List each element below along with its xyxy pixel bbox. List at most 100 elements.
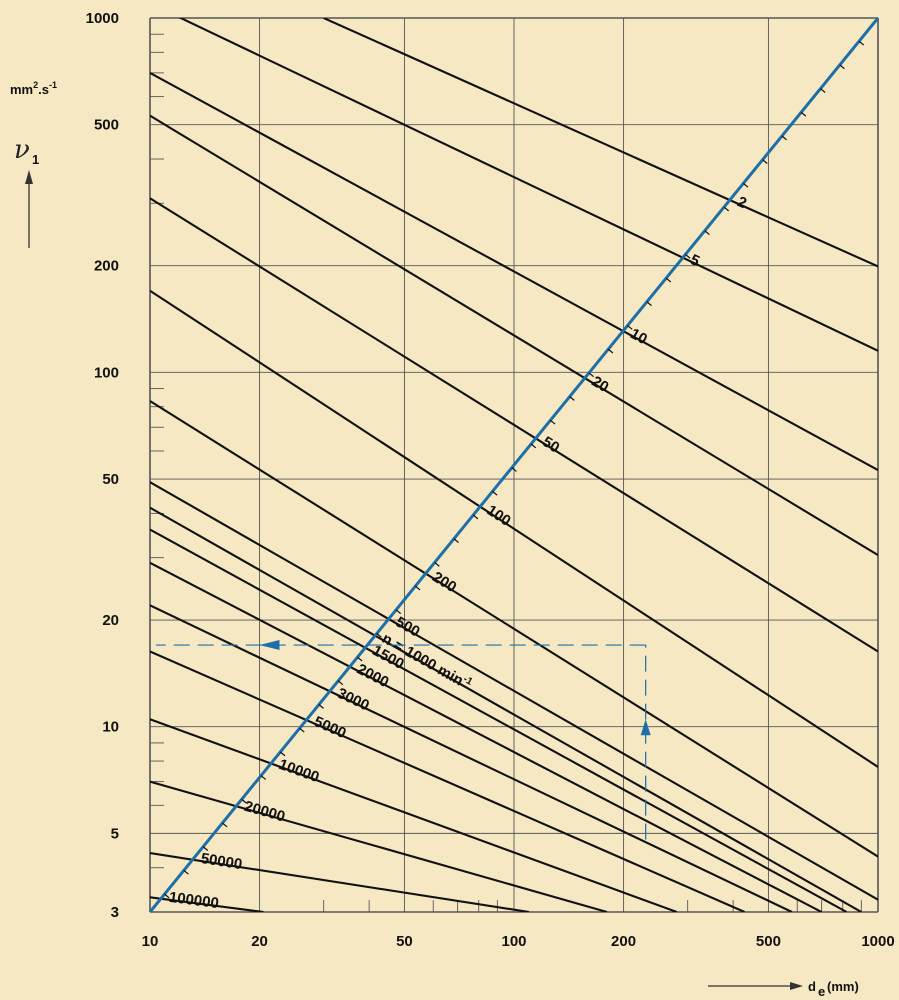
reference-tick bbox=[183, 869, 189, 875]
reference-tick bbox=[511, 467, 517, 472]
speed-line bbox=[150, 561, 823, 912]
x-axis-symbol: d bbox=[808, 979, 816, 994]
reference-tick bbox=[839, 64, 845, 70]
speed-line-label: 10000 bbox=[276, 756, 321, 786]
reference-tick bbox=[260, 775, 267, 780]
reference-tick bbox=[550, 419, 556, 425]
reference-tick bbox=[472, 514, 479, 520]
reference-tick bbox=[646, 301, 652, 307]
y-tick-label: 100 bbox=[94, 364, 119, 381]
y-axis-unit-sup: 2 bbox=[33, 80, 38, 90]
speed-line-label: 20000 bbox=[242, 798, 287, 826]
speed-line-label: 5 bbox=[687, 251, 702, 270]
example-up-arrow bbox=[640, 719, 651, 736]
y-axis-symbol: ν bbox=[14, 135, 30, 165]
reference-tick bbox=[665, 277, 672, 283]
reference-tick bbox=[627, 325, 633, 330]
reference-tick bbox=[800, 111, 807, 117]
speed-line bbox=[150, 852, 530, 912]
reference-tick bbox=[357, 656, 363, 662]
y-tick-label: 5 bbox=[111, 825, 119, 842]
x-axis-subscript: e bbox=[818, 984, 825, 999]
y-axis-unit-sup2: -1 bbox=[49, 80, 57, 90]
y-tick-label: 3 bbox=[111, 904, 119, 921]
speed-line bbox=[150, 604, 793, 912]
speed-line bbox=[150, 718, 678, 912]
reference-tick bbox=[241, 798, 247, 804]
reference-tick bbox=[588, 372, 595, 378]
y-tick-label: 500 bbox=[94, 117, 119, 134]
reference-tick bbox=[337, 680, 344, 686]
speed-line bbox=[150, 650, 746, 912]
reference-tick bbox=[569, 396, 575, 401]
reference-tick bbox=[395, 609, 402, 615]
x-tick-label: 200 bbox=[611, 933, 636, 950]
reference-tick bbox=[222, 822, 228, 828]
reference-tick bbox=[279, 751, 286, 757]
speed-line bbox=[323, 18, 878, 268]
reference-tick bbox=[164, 893, 170, 899]
reference-tick bbox=[414, 585, 421, 591]
reference-line bbox=[148, 17, 880, 913]
x-axis-arrow-head bbox=[790, 982, 803, 990]
y-tick-label: 10 bbox=[102, 719, 119, 736]
y-axis-unit-mid: .s bbox=[38, 82, 49, 97]
speed-line-label: 20 bbox=[589, 373, 612, 396]
x-axis-unit: (mm) bbox=[827, 979, 859, 994]
y-tick-label: 1000 bbox=[86, 10, 119, 27]
speed-line bbox=[150, 506, 862, 912]
y-axis-unit: mm2.s-1 bbox=[10, 80, 57, 97]
y-tick-label: 50 bbox=[102, 471, 119, 488]
reference-tick bbox=[530, 443, 537, 449]
speed-line-label: 3000 bbox=[334, 685, 371, 715]
x-tick-label: 500 bbox=[756, 933, 781, 950]
speed-line-label: 50 bbox=[539, 433, 562, 456]
example-path bbox=[156, 640, 651, 840]
reference-tick bbox=[299, 727, 305, 733]
speed-lines bbox=[150, 18, 878, 912]
reference-tick bbox=[742, 182, 749, 188]
speed-line bbox=[150, 71, 878, 471]
tick-labels: 3 5 10 20 50 100 200 500 1000 10 20 50 100 200 500 1000 bbox=[86, 10, 895, 950]
speed-line bbox=[150, 528, 848, 912]
reference-tick bbox=[607, 348, 614, 354]
speed-line bbox=[150, 400, 878, 858]
reference-tick bbox=[762, 159, 768, 164]
speed-line-label: 10 bbox=[627, 325, 650, 348]
reference-tick bbox=[858, 40, 865, 46]
y-axis-subscript: 1 bbox=[32, 152, 39, 167]
x-tick-label: 10 bbox=[142, 933, 159, 950]
speed-line-label: 2 bbox=[735, 193, 750, 212]
y-tick-label: 20 bbox=[102, 612, 119, 629]
x-tick-label: 50 bbox=[396, 933, 413, 950]
x-tick-label: 100 bbox=[501, 933, 526, 950]
reference-tick bbox=[202, 846, 209, 851]
reference-tick bbox=[723, 206, 730, 212]
speed-line bbox=[150, 481, 878, 901]
reference-tick bbox=[704, 230, 710, 236]
y-tick-label: 200 bbox=[94, 258, 119, 275]
speed-line-label: 100000 bbox=[168, 889, 220, 912]
reference-tick bbox=[781, 135, 787, 141]
x-tick-label: 20 bbox=[251, 933, 268, 950]
speed-line-label: 50000 bbox=[200, 850, 244, 873]
reference-tick bbox=[376, 633, 382, 638]
reference-tick bbox=[685, 253, 691, 259]
speed-line bbox=[150, 780, 608, 912]
speed-line bbox=[150, 114, 878, 556]
speed-line bbox=[178, 18, 878, 352]
reference-tick bbox=[318, 704, 324, 709]
speed-line bbox=[150, 896, 264, 912]
example-left-arrow bbox=[259, 640, 280, 651]
y-axis-arrow-head bbox=[25, 170, 33, 184]
reference-tick bbox=[453, 538, 459, 544]
reference-tick bbox=[492, 490, 498, 496]
reference-tick bbox=[820, 88, 826, 93]
speed-line bbox=[150, 289, 878, 768]
speed-line-label: 5000 bbox=[311, 713, 348, 742]
reference-tick bbox=[434, 561, 440, 567]
x-tick-label: 1000 bbox=[861, 933, 894, 950]
speed-line bbox=[150, 197, 878, 653]
